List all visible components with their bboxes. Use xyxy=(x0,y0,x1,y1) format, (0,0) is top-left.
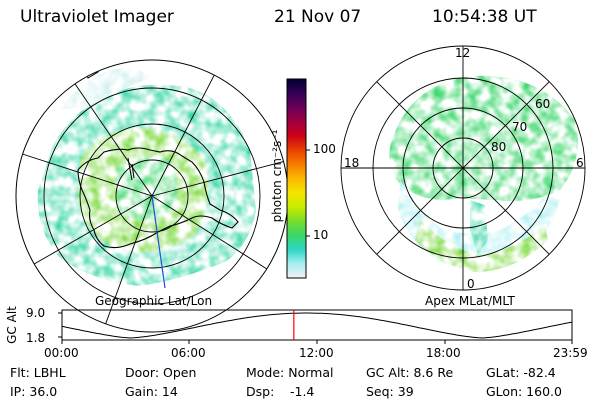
dsp-value: -1.4 xyxy=(290,384,315,399)
mlat-label-70: 70 xyxy=(512,120,528,134)
dsp-label: Dsp: xyxy=(246,384,275,399)
colorbar-unit-label: photon cm⁻²s⁻¹ xyxy=(270,129,284,223)
filter-status: Flt: LBHL xyxy=(10,365,66,380)
apex-emission-image xyxy=(389,75,578,272)
gc-alt-status: GC Alt: 8.6 Re xyxy=(366,365,454,380)
terminator-line xyxy=(151,195,166,289)
mlat-label-60: 60 xyxy=(535,97,551,111)
altitude-ytick-9: 9.0 xyxy=(26,306,46,320)
altitude-curve xyxy=(61,312,573,339)
time-tick-1800: 18:00 xyxy=(426,346,461,360)
altitude-ytick-1: 1.8 xyxy=(26,331,46,345)
time-tick-0600: 06:00 xyxy=(171,346,206,360)
altitude-plot-frame xyxy=(61,309,573,341)
mlt-label-18: 18 xyxy=(344,156,360,170)
time-tick-1200: 12:00 xyxy=(299,346,334,360)
colorbar xyxy=(286,78,310,279)
time-tick-2359: 23:59 xyxy=(553,346,588,360)
apex-caption: Apex MLat/MLT xyxy=(425,294,515,308)
altitude-ylabel: GC Alt xyxy=(5,306,19,344)
ip-status: IP: 36.0 xyxy=(10,384,58,399)
colorbar-frame xyxy=(286,78,307,279)
observation-date: 21 Nov 07 xyxy=(274,7,362,27)
instrument-title: Ultraviolet Imager xyxy=(20,7,174,27)
colorbar-label-100: 100 xyxy=(313,142,336,156)
mlt-label-12: 12 xyxy=(455,46,471,60)
mode-status: Mode: Normal xyxy=(246,365,334,380)
glat-status: GLat: -82.4 xyxy=(486,365,556,380)
altitude-ticks xyxy=(58,312,573,344)
colorbar-label-10: 10 xyxy=(313,228,329,242)
observation-time: 10:54:38 UT xyxy=(432,7,537,27)
altitude-plot xyxy=(58,309,573,344)
gain-status: Gain: 14 xyxy=(125,384,178,399)
mlt-label-0: 0 xyxy=(467,277,475,291)
apex-grid xyxy=(340,45,586,291)
glon-status: GLon: 160.0 xyxy=(486,384,562,399)
colorbar-scale xyxy=(287,79,306,278)
mlt-label-6: 6 xyxy=(576,156,584,170)
door-status: Door: Open xyxy=(125,365,197,380)
apex-polar-panel xyxy=(340,45,586,291)
seq-status: Seq: 39 xyxy=(366,384,414,399)
time-tick-0000: 00:00 xyxy=(44,346,79,360)
mlat-label-80: 80 xyxy=(491,140,507,154)
geographic-caption: Geographic Lat/Lon xyxy=(95,294,213,308)
geographic-map-panel xyxy=(15,59,289,333)
